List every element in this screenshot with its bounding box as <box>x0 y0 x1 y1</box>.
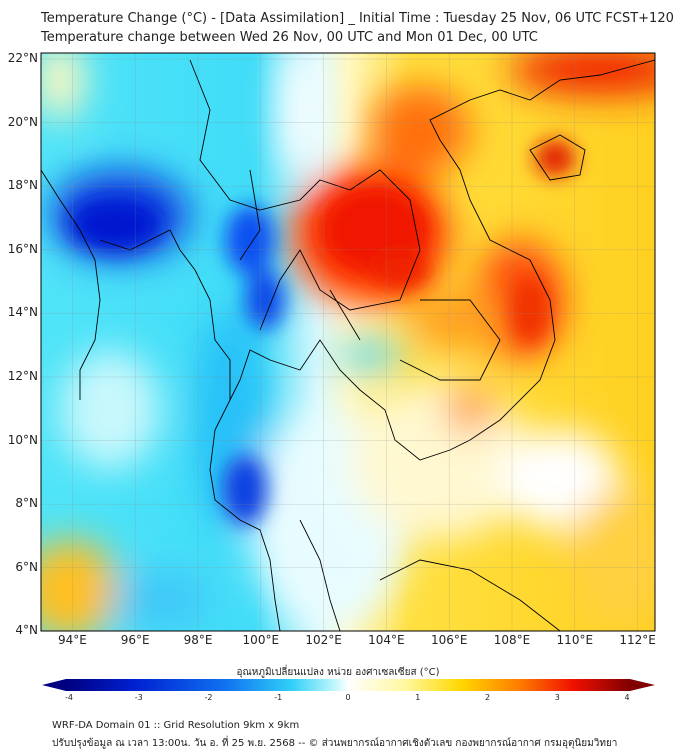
lon-label: 96°E <box>120 633 150 647</box>
lon-label: 112°E <box>619 633 656 647</box>
lon-label: 106°E <box>430 633 468 647</box>
lat-label: 20°N <box>7 114 38 129</box>
footer-model-info: WRF-DA Domain 01 :: Grid Resolution 9km … <box>52 720 300 731</box>
colorbar-gradient <box>66 679 630 691</box>
lon-label: 100°E <box>242 633 280 647</box>
colorbar-min-arrow <box>42 679 66 691</box>
lon-label: 108°E <box>493 633 531 647</box>
chart-title: Temperature Change (°C) - [Data Assimila… <box>41 11 674 26</box>
colorbar-tick-label: 1 <box>415 693 421 702</box>
lat-label: 8°N <box>15 496 38 511</box>
colorbar-label: อุณหภูมิเปลี่ยนแปลง หน่วย องศาเซลเซียส (… <box>236 667 440 678</box>
lat-label: 22°N <box>7 51 38 65</box>
lat-label: 14°N <box>7 305 38 320</box>
colorbar-tick-label: 4 <box>624 693 630 702</box>
colorbar <box>42 679 655 691</box>
map-field <box>41 53 655 631</box>
colorbar-tick-label: -4 <box>65 693 73 702</box>
lon-label: 98°E <box>183 633 213 647</box>
colorbar-max-arrow <box>630 679 655 691</box>
lon-label: 110°E <box>556 633 594 647</box>
lat-label: 18°N <box>7 178 38 193</box>
lon-label: 94°E <box>57 633 87 647</box>
chart-subtitle: Temperature change between Wed 26 Nov, 0… <box>41 30 538 45</box>
footer-update-info: ปรับปรุงข้อมูล ณ เวลา 13:00น. วัน อ. ที่… <box>52 738 618 749</box>
lat-label: 4°N <box>15 623 38 638</box>
colorbar-tick-label: 3 <box>554 693 560 702</box>
lon-label: 102°E <box>305 633 342 647</box>
lat-label: 6°N <box>15 559 38 574</box>
colorbar-tick-label: 2 <box>484 693 491 702</box>
lon-label: 104°E <box>368 633 405 647</box>
lat-label: 10°N <box>7 432 38 447</box>
graticule <box>41 53 655 631</box>
colorbar-tick-label: 0 <box>345 693 351 702</box>
colorbar-tick-label: -1 <box>274 693 283 702</box>
coastline <box>41 59 655 631</box>
colorbar-tick-label: -2 <box>204 693 213 702</box>
lat-label: 12°N <box>7 369 38 383</box>
lat-label: 16°N <box>7 241 38 256</box>
colorbar-tick-label: -3 <box>134 693 143 702</box>
